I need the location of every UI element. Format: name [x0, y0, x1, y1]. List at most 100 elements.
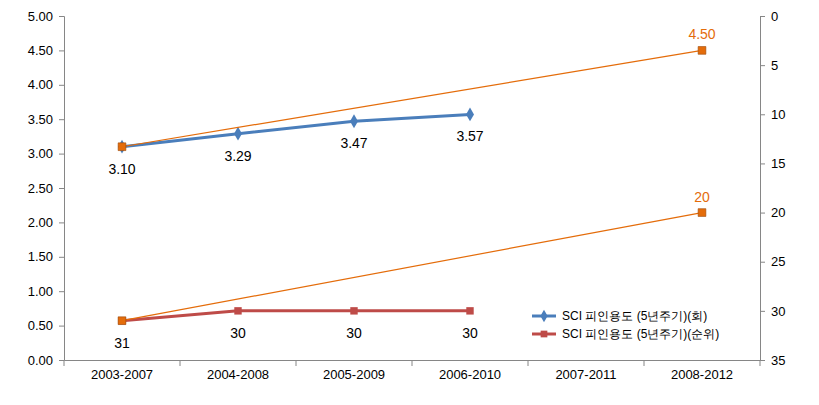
tick-label: 3.50 — [28, 112, 53, 127]
tick-mark — [59, 360, 64, 361]
data-label: 30 — [346, 325, 362, 341]
tick: 2008-2012 — [671, 360, 733, 382]
tick-mark — [760, 262, 765, 263]
tick: 0.50 — [28, 318, 64, 333]
tick: 2006-2010 — [439, 360, 501, 382]
tick-label: 30 — [771, 304, 785, 319]
tick-label: 2.50 — [28, 181, 53, 196]
legend-label: SCI 피인용도 (5년주기)(회) — [562, 309, 707, 323]
data-label: 31 — [114, 335, 130, 351]
tick-mark — [59, 222, 64, 223]
tick-mark — [760, 163, 765, 164]
data-label: 20 — [694, 189, 710, 205]
category-separator — [296, 360, 297, 366]
tick-label: 15 — [771, 156, 785, 171]
series-line — [122, 311, 470, 321]
y2-axis: 0 5 10 15 20 25 30 35 — [760, 9, 785, 368]
tick-label: 2006-2010 — [439, 367, 501, 382]
marker — [118, 317, 126, 325]
tick-label: 4.50 — [28, 43, 53, 58]
data-label: 3.57 — [456, 128, 483, 144]
marks — [118, 47, 706, 325]
tick: 15 — [760, 156, 785, 171]
tick-label: 2003-2007 — [91, 367, 153, 382]
tick: 4.50 — [28, 43, 64, 58]
tick-label: 5.00 — [28, 9, 53, 24]
tick-mark — [59, 85, 64, 86]
tick: 2007-2011 — [555, 360, 616, 382]
marker — [118, 143, 126, 151]
legend-label: SCI 피인용도 (5년주기)(순위) — [562, 327, 719, 341]
tick-mark — [59, 154, 64, 155]
data-label: 3.10 — [108, 161, 135, 177]
data-label: 4.50 — [688, 26, 715, 42]
tick-label: 0.50 — [28, 318, 53, 333]
category-separator — [528, 360, 529, 366]
tick-mark — [59, 257, 64, 258]
tick-label: 35 — [771, 353, 785, 368]
legend-item: SCI 피인용도 (5년주기)(회) — [532, 309, 707, 323]
tick-label: 2008-2012 — [671, 367, 733, 382]
tick: 35 — [760, 353, 785, 368]
data-label: 3.47 — [340, 135, 367, 151]
tick-mark — [760, 65, 765, 66]
data-label: 3.29 — [224, 148, 251, 164]
tick-mark — [59, 188, 64, 189]
series-line — [122, 114, 470, 146]
chart: 0.00 0.50 1.00 1.50 2.00 2.50 3.00 3.50 4.00 4.50… — [0, 0, 819, 405]
category-separator — [180, 360, 181, 366]
marker — [350, 307, 357, 314]
tick-label: 2.00 — [28, 215, 53, 230]
marker — [234, 127, 242, 141]
axis-line — [59, 17, 65, 361]
legend-item: SCI 피인용도 (5년주기)(순위) — [532, 327, 719, 341]
tick-label: 0 — [771, 9, 778, 24]
plot: 0.00 0.50 1.00 1.50 2.00 2.50 3.00 3.50 4.00 4.50… — [28, 9, 786, 383]
tick-label: 1.50 — [28, 249, 53, 264]
legend: SCI 피인용도 (5년주기)(회) SCI 피인용도 (5년주기)(순위) — [532, 309, 719, 341]
tick-label: 0.00 — [28, 353, 53, 368]
tick: 30 — [760, 304, 785, 319]
tick-label: 20 — [771, 205, 785, 220]
axis-line — [761, 17, 766, 361]
tick-label: 2007-2011 — [555, 367, 616, 382]
tick-label: 10 — [771, 107, 785, 122]
tick: 2005-2009 — [323, 360, 385, 382]
marker — [466, 107, 474, 121]
marker — [466, 307, 473, 314]
marker — [118, 317, 125, 324]
tick-label: 4.00 — [28, 77, 53, 92]
tick-label: 2004-2008 — [207, 367, 269, 382]
tick-mark — [760, 360, 765, 361]
tick-label: 1.00 — [28, 284, 53, 299]
data-label: 30 — [462, 325, 478, 341]
category-separator — [644, 360, 645, 366]
category-separator — [412, 360, 413, 366]
marker — [698, 47, 706, 55]
tick: 1.00 — [28, 284, 64, 299]
category-separator — [64, 360, 65, 366]
series-line — [122, 213, 702, 321]
tick: 5 — [760, 58, 778, 73]
tick-mark — [760, 16, 765, 17]
tick: 2004-2008 — [207, 360, 269, 382]
marker — [698, 209, 706, 217]
legend-marker — [540, 310, 547, 322]
tick: 1.50 — [28, 249, 64, 264]
tick: 25 — [760, 254, 785, 269]
tick: 0.00 — [28, 353, 64, 368]
tick-mark — [59, 50, 64, 51]
legend-marker — [541, 331, 548, 338]
category-separator — [760, 360, 761, 366]
tick: 3.50 — [28, 112, 64, 127]
x-axis: 2003-2007 2004-2008 2005-2009 2006-2010 2007… — [64, 360, 761, 382]
tick-label: 25 — [771, 254, 785, 269]
tick-label: 5 — [771, 58, 778, 73]
tick: 2003-2007 — [91, 360, 153, 382]
tick-mark — [760, 114, 765, 115]
tick-label: 2005-2009 — [323, 367, 385, 382]
tick-label: 3.00 — [28, 146, 53, 161]
tick: 10 — [760, 107, 785, 122]
tick-mark — [59, 119, 64, 120]
tick: 0 — [760, 9, 778, 24]
